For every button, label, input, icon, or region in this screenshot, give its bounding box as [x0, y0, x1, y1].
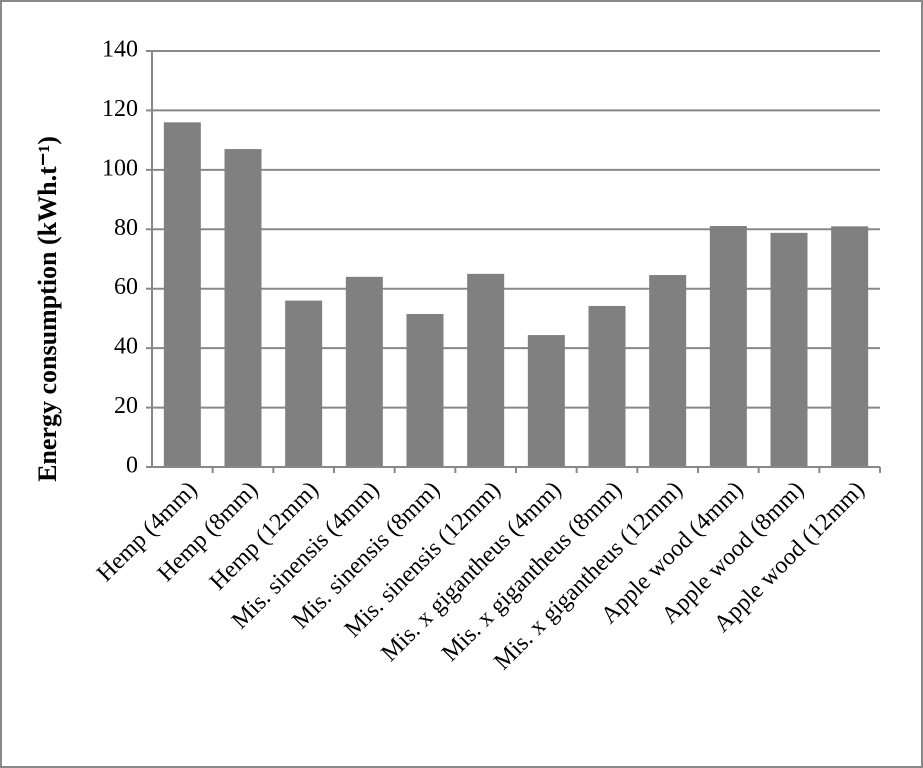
bar	[406, 313, 444, 467]
y-tick-label: 100	[102, 155, 138, 181]
bar	[649, 275, 687, 467]
y-tick-label: 0	[126, 453, 138, 479]
bar	[345, 276, 383, 467]
bar	[709, 226, 747, 467]
bar	[285, 300, 323, 467]
y-tick-label: 40	[114, 334, 138, 360]
y-tick-label: 120	[102, 96, 138, 122]
y-axis-label: Energy consumption (kWh.t⁻¹)	[33, 136, 62, 482]
bar	[770, 232, 808, 467]
bar	[588, 305, 626, 467]
bar	[163, 122, 201, 468]
bar	[527, 335, 565, 467]
bar	[224, 149, 262, 468]
bar	[831, 226, 869, 467]
y-tick-label: 20	[114, 393, 138, 419]
y-tick-label: 60	[114, 274, 138, 300]
y-tick-label: 80	[114, 215, 138, 241]
y-tick-label: 140	[102, 37, 138, 63]
bar	[467, 273, 505, 467]
